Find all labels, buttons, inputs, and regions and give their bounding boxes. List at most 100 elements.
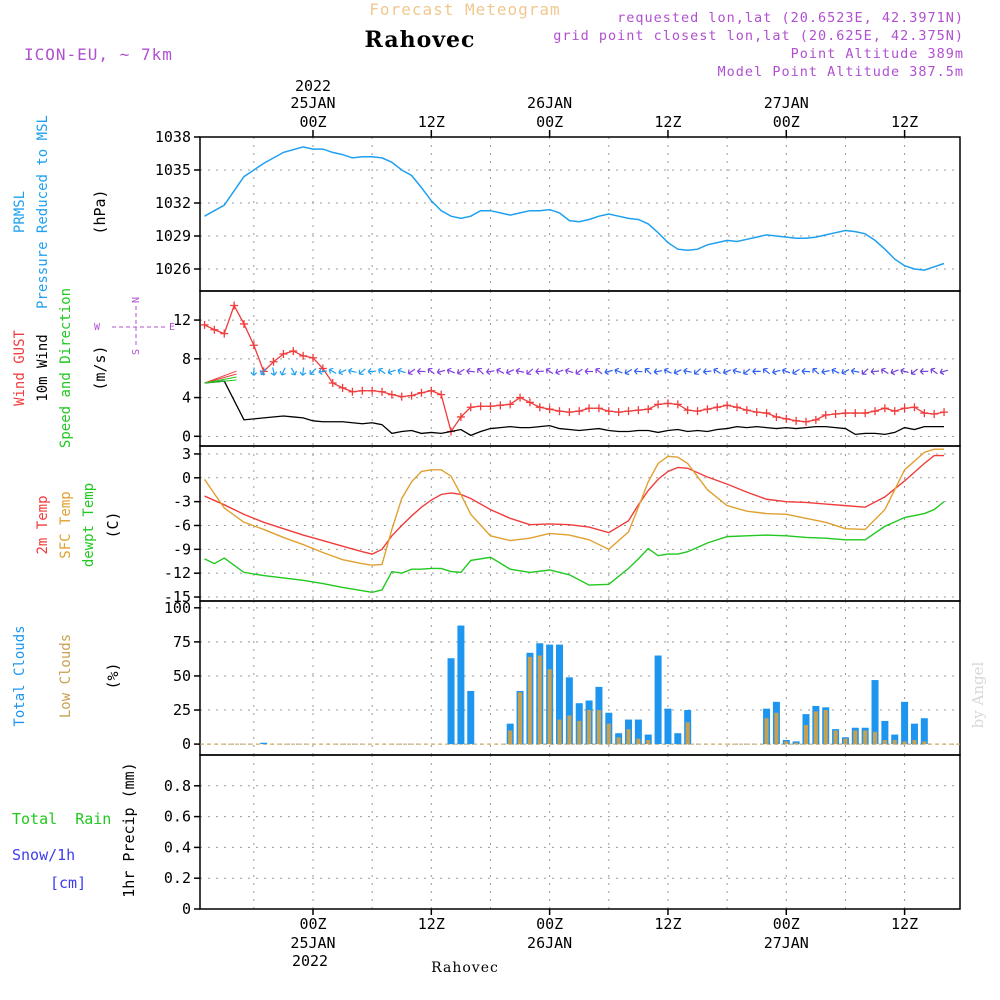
pressure-label-2: Pressure Reduced to MSL (35, 115, 51, 309)
wind-dir-label: Speed and Direction (58, 288, 74, 448)
top-date-label: 27JAN (764, 94, 809, 112)
gust-point (930, 410, 939, 419)
total-cloud-bar (881, 720, 889, 745)
wind-arrow-shape (260, 367, 267, 376)
wind-direction-arrow (270, 367, 278, 376)
model-name: ICON-EU, ~ 7km (24, 45, 173, 64)
wind-arrow-shape (702, 368, 712, 375)
low-cloud-bar (873, 731, 878, 745)
total-clouds-label: Total Clouds (12, 625, 28, 726)
wind-direction-arrow (614, 367, 623, 375)
low-cloud-bar (784, 741, 789, 745)
total-cloud-bar (447, 658, 455, 745)
wind-direction-arrow (693, 368, 701, 375)
gust-point (516, 393, 525, 402)
total-cloud-bar (467, 690, 475, 745)
low-cloud-bar (804, 725, 808, 745)
top-date-label: 26JAN (527, 94, 572, 112)
wind-direction-arrow (417, 367, 426, 375)
low-cloud-bar (882, 740, 887, 745)
wind-arrow-shape (930, 367, 938, 375)
pressure-ytick-label: 1032 (155, 194, 191, 212)
wind-direction-arrow (555, 368, 564, 376)
temperature-ytick-label: -12 (164, 564, 191, 582)
wind-direction-arrow (633, 367, 643, 375)
wind-direction-arrow (792, 368, 800, 376)
compass-e: E (169, 322, 175, 333)
gust-point (239, 319, 248, 328)
gust-point (871, 407, 880, 416)
wind-arrow-shape (250, 367, 258, 376)
gust-point (910, 403, 919, 412)
total-cloud-bar (565, 677, 573, 745)
grid-coords: grid point closest lon,lat (20.625E, 42.… (553, 28, 964, 44)
wind-arrow-shape (752, 367, 761, 375)
precip-labels: Total Rain Snow/1h [cm] 1hr Precip (mm) (12, 762, 138, 897)
low-clouds-label: Low Clouds (58, 634, 74, 718)
rain-label: Total Rain (12, 810, 111, 828)
gust-point (496, 401, 505, 410)
wind-arrow-shape (614, 367, 623, 375)
wind-direction-arrow (653, 368, 663, 376)
gust-point (634, 406, 643, 415)
temp-dewpt-label: dewpt Temp (81, 483, 97, 567)
wind-arrow-shape (812, 367, 820, 375)
low-cloud-bar (636, 738, 641, 745)
gust-point (772, 412, 781, 421)
wind-arrow-shape (348, 367, 357, 375)
gust-point (752, 408, 761, 417)
total-cloud-bar (910, 723, 918, 745)
temperature-ytick-label: -15 (164, 588, 191, 606)
gust-point (220, 329, 229, 338)
wind-arrow-shape (299, 367, 307, 376)
wind-arrow-shape (279, 367, 286, 376)
wind-arrow-shape (732, 367, 741, 375)
gust-point (811, 415, 820, 424)
gust-point (299, 351, 308, 360)
pressure-ytick-label: 1029 (155, 227, 191, 245)
total-cloud-bar (891, 734, 899, 745)
wind-direction-arrow (358, 368, 366, 375)
wind-direction-arrow (644, 367, 652, 375)
compass-rose: N S W E (94, 297, 175, 355)
wind-direction-arrow (565, 367, 574, 375)
bottom-hour-label: 00Z (536, 915, 563, 933)
gust-point (762, 409, 771, 418)
clouds-plot-area (200, 625, 960, 745)
wind-direction-arrow (939, 368, 949, 376)
wind-direction-arrow (446, 367, 455, 375)
requested-coords: requested lon,lat (20.6523E, 42.3971N) (617, 10, 964, 26)
top-hour-label: 00Z (773, 113, 800, 131)
top-hour-label: 00Z (536, 113, 563, 131)
wind-arrow-shape (722, 368, 732, 376)
wind-direction-arrow (515, 367, 525, 375)
precip-panel: 0 0.2 0.4 0.6 0.8 (164, 754, 961, 918)
bottom-hour-label: 00Z (299, 915, 326, 933)
precip-ytick-label: 0.8 (164, 777, 191, 795)
point-altitude: Point Altitude 389m (791, 46, 964, 62)
top-year: 2022 (295, 77, 331, 95)
panels: 102610291032103510380481230-3-6-9-12-150… (155, 128, 961, 918)
gust-point (476, 402, 485, 411)
wind-arrow-shape (328, 367, 337, 374)
wind-arrow-shape (900, 367, 909, 375)
wind-direction-arrow (595, 367, 603, 375)
total-cloud-bar (634, 719, 642, 745)
wind-fan-line (204, 379, 237, 384)
total-cloud-bar (457, 625, 465, 745)
compass-w: W (94, 322, 101, 333)
wind-gust-label: Wind GUST (12, 330, 28, 406)
wind-arrow-shape (850, 367, 860, 375)
clouds-ytick-label: 50 (173, 667, 191, 685)
gust-point (328, 379, 337, 388)
wind-direction-arrow (900, 367, 909, 375)
wind-panel: 0 4 8 12 (173, 290, 961, 447)
gust-point (732, 403, 741, 412)
gust-point (525, 398, 534, 407)
wind-arrow-shape (644, 367, 652, 375)
wind-direction-arrow (477, 367, 484, 375)
total-cloud-bar (260, 742, 268, 745)
gust-point (614, 408, 623, 417)
